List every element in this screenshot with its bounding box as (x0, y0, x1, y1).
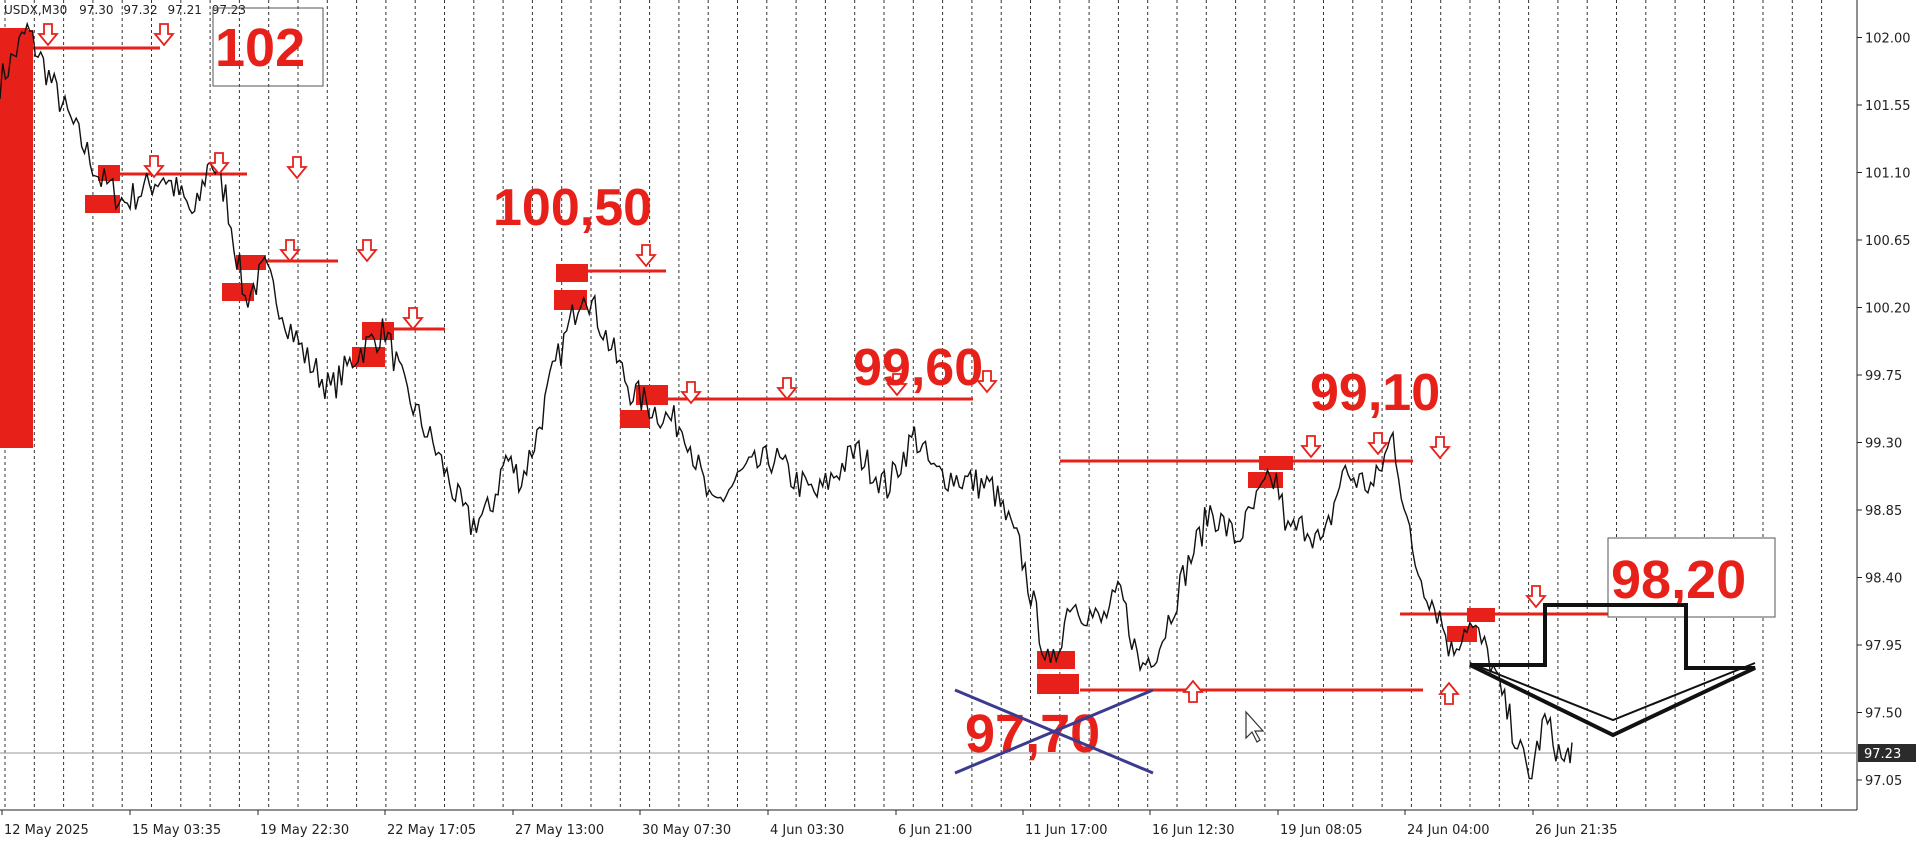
x-tick-label: 27 May 13:00 (515, 823, 604, 838)
x-tick-label: 11 Jun 17:00 (1025, 823, 1108, 838)
down-arrow-icon (37, 23, 59, 47)
x-tick-label: 4 Jun 03:30 (770, 823, 844, 838)
y-tick-label: 100.65 (1865, 234, 1911, 249)
down-arrow-icon (976, 370, 998, 394)
x-tick-label: 30 May 07:30 (642, 823, 731, 838)
down-arrow-icon (286, 156, 308, 180)
zone-block (554, 290, 587, 310)
down-arrow-icon (1525, 585, 1547, 609)
down-arrow-icon (1300, 435, 1322, 459)
down-arrow-icon (680, 381, 702, 405)
x-tick-label: 19 Jun 08:05 (1280, 823, 1363, 838)
ohlc-high: 97.32 (123, 3, 157, 17)
down-arrow-icon (153, 23, 175, 47)
price-axis: 102.00 101.55 101.10 100.65 100.20 99.75 99.30… (1857, 32, 1911, 789)
zone-block (0, 30, 33, 448)
big-down-arrow-shadow (1469, 662, 1756, 722)
annotation-98-20: 98,20 (1611, 550, 1746, 610)
y-tick-label: 99.75 (1865, 369, 1902, 384)
symbol-label: USDX,M30 (4, 3, 67, 17)
zone-block (1037, 674, 1079, 694)
current-price-label: 97.23 (1864, 747, 1901, 762)
down-arrow-icon (1367, 432, 1389, 456)
small-arrows (37, 23, 1547, 705)
price-line (0, 21, 1573, 780)
vertical-grid (4, 0, 1823, 810)
zone-block (1447, 626, 1477, 642)
zone-block (0, 28, 28, 38)
down-arrow-icon (279, 239, 301, 263)
y-tick-label: 97.95 (1865, 639, 1902, 654)
down-arrow-icon (402, 307, 424, 331)
y-tick-label: 97.05 (1865, 774, 1902, 789)
x-tick-label: 26 Jun 21:35 (1535, 823, 1618, 838)
current-price-badge (1858, 744, 1916, 762)
down-arrow-icon (635, 244, 657, 268)
annotations: 102 100,50 99,60 99,10 98,20 97,70 (212, 7, 1776, 775)
time-axis: 12 May 2025 15 May 03:35 19 May 22:30 22 Ma… (1, 810, 1618, 838)
x-tick-label: 22 May 17:05 (387, 823, 476, 838)
y-tick-label: 101.10 (1865, 167, 1911, 182)
y-tick-label: 99.30 (1865, 437, 1902, 452)
label-box-102 (212, 7, 324, 87)
big-down-arrow-icon (1469, 603, 1756, 738)
current-price-tag: 97.23 (1858, 744, 1916, 762)
zone-block (1259, 456, 1293, 470)
annotation-99-60: 99,60 (853, 339, 983, 397)
x-tick-label: 15 May 03:35 (132, 823, 221, 838)
y-tick-label: 98.40 (1865, 572, 1902, 587)
cross-out-icon (954, 688, 1154, 775)
ohlc-close: 97.23 (212, 3, 246, 17)
annotation-100-50: 100,50 (493, 179, 652, 237)
y-tick-label: 102.00 (1865, 32, 1911, 47)
annotation-97-70: 97,70 (965, 704, 1100, 764)
y-tick-label: 98.85 (1865, 504, 1902, 519)
zone-block (85, 195, 120, 213)
y-tick-label: 100.20 (1865, 302, 1911, 317)
y-tick-label: 101.55 (1865, 99, 1911, 114)
zone-block (556, 264, 588, 282)
down-arrow-icon (886, 373, 908, 397)
cross-out-line-b (954, 688, 1154, 775)
x-tick-label: 6 Jun 21:00 (898, 823, 972, 838)
down-arrow-icon (1429, 436, 1451, 460)
chart-header: USDX,M30 97.30 97.32 97.21 97.23 (4, 3, 246, 17)
down-arrow-icon (143, 155, 165, 179)
down-arrow-icon (776, 377, 798, 401)
zone-block (620, 410, 650, 428)
x-tick-label: 16 Jun 12:30 (1152, 823, 1235, 838)
ohlc-open: 97.30 (79, 3, 113, 17)
down-arrow-icon (208, 152, 230, 176)
annotation-102: 102 (215, 18, 305, 78)
x-tick-label: 19 May 22:30 (260, 823, 349, 838)
y-tick-label: 97.50 (1865, 707, 1902, 722)
up-arrow-icon (1182, 679, 1204, 703)
x-tick-label: 24 Jun 04:00 (1407, 823, 1490, 838)
annotation-99-10: 99,10 (1310, 364, 1440, 422)
down-arrow-icon (356, 239, 378, 263)
up-arrow-icon (1438, 681, 1460, 705)
cursor-icon (1245, 710, 1265, 743)
zone-block (98, 165, 120, 181)
ohlc-low: 97.21 (168, 3, 202, 17)
x-tick-label: 12 May 2025 (4, 823, 89, 838)
